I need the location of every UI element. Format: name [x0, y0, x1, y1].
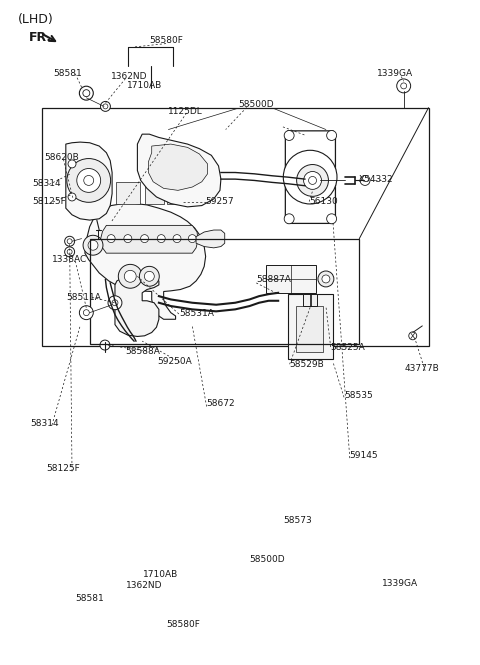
Circle shape: [68, 193, 76, 201]
Circle shape: [103, 104, 108, 109]
Text: 1339GA: 1339GA: [382, 579, 419, 589]
Text: 1362ND: 1362ND: [111, 72, 148, 81]
Circle shape: [112, 300, 118, 306]
Text: FR.: FR.: [29, 31, 52, 44]
Circle shape: [77, 168, 101, 192]
Polygon shape: [115, 276, 159, 336]
Circle shape: [141, 235, 148, 243]
Text: 58511A: 58511A: [66, 293, 101, 302]
Circle shape: [79, 86, 93, 100]
Text: 1710AB: 1710AB: [143, 570, 178, 579]
Circle shape: [100, 102, 110, 111]
Text: 43777B: 43777B: [405, 364, 439, 373]
Circle shape: [297, 164, 328, 196]
Polygon shape: [85, 203, 205, 319]
Text: 58581: 58581: [53, 69, 82, 78]
Text: 58580F: 58580F: [166, 620, 200, 629]
Circle shape: [360, 176, 370, 186]
Circle shape: [327, 130, 336, 140]
Circle shape: [100, 340, 110, 350]
Text: 58580F: 58580F: [149, 36, 183, 45]
Bar: [168, 185, 184, 203]
Text: 1710AB: 1710AB: [127, 81, 162, 90]
Text: 1339GA: 1339GA: [377, 69, 414, 78]
Circle shape: [67, 249, 72, 254]
Circle shape: [409, 332, 417, 340]
Text: 58588A: 58588A: [125, 346, 160, 356]
Text: 58573: 58573: [283, 516, 312, 525]
Polygon shape: [196, 230, 225, 248]
Circle shape: [83, 90, 90, 96]
Circle shape: [309, 176, 316, 184]
Circle shape: [318, 271, 334, 287]
Bar: [266, 265, 316, 293]
Circle shape: [84, 176, 94, 186]
Circle shape: [284, 130, 294, 140]
Circle shape: [107, 235, 115, 243]
Polygon shape: [66, 142, 112, 220]
Bar: [296, 306, 323, 352]
Text: 58314: 58314: [33, 179, 61, 188]
Text: 58500D: 58500D: [239, 100, 274, 109]
Circle shape: [284, 214, 294, 223]
Text: 1338AC: 1338AC: [52, 255, 88, 264]
Text: 58531A: 58531A: [179, 309, 214, 319]
Circle shape: [188, 235, 196, 243]
Circle shape: [157, 235, 165, 243]
Text: 58887A: 58887A: [256, 275, 291, 284]
Circle shape: [84, 310, 89, 316]
Bar: [116, 182, 140, 203]
Circle shape: [68, 160, 76, 168]
Text: 58500D: 58500D: [250, 555, 285, 565]
Circle shape: [397, 79, 411, 93]
Circle shape: [108, 296, 122, 310]
Circle shape: [83, 235, 103, 255]
Polygon shape: [137, 134, 221, 207]
Circle shape: [401, 83, 407, 89]
Text: 58581: 58581: [75, 595, 104, 603]
Circle shape: [65, 247, 74, 257]
Circle shape: [88, 240, 98, 250]
Circle shape: [124, 235, 132, 243]
Circle shape: [79, 306, 93, 320]
Circle shape: [67, 239, 72, 244]
Text: 58535: 58535: [344, 392, 373, 400]
Text: 59145: 59145: [350, 451, 378, 460]
Text: 58620B: 58620B: [44, 154, 79, 162]
Bar: [42, 108, 429, 346]
Text: 58125F: 58125F: [47, 464, 81, 473]
Circle shape: [139, 267, 159, 286]
Text: 59257: 59257: [205, 197, 234, 206]
Text: 58525A: 58525A: [331, 342, 365, 352]
Circle shape: [283, 150, 337, 204]
Text: (LHD): (LHD): [18, 13, 54, 26]
Bar: [288, 294, 333, 359]
Circle shape: [118, 265, 142, 288]
Circle shape: [144, 271, 154, 281]
Circle shape: [327, 214, 336, 223]
Polygon shape: [285, 131, 336, 223]
Text: 1362ND: 1362ND: [125, 581, 162, 590]
Text: 58529B: 58529B: [289, 360, 324, 368]
Circle shape: [173, 235, 181, 243]
Bar: [90, 239, 360, 344]
Circle shape: [322, 275, 330, 283]
Text: 58125F: 58125F: [33, 197, 66, 206]
Circle shape: [67, 158, 110, 202]
Circle shape: [303, 172, 322, 190]
Text: 1125DL: 1125DL: [168, 106, 202, 116]
Polygon shape: [101, 225, 198, 253]
Bar: [144, 184, 164, 203]
Text: 59250A: 59250A: [157, 357, 192, 366]
Polygon shape: [148, 144, 207, 190]
Bar: [303, 294, 317, 306]
Text: 58314: 58314: [30, 419, 59, 428]
Text: X54332: X54332: [359, 175, 393, 184]
Text: 56130: 56130: [309, 197, 338, 206]
Text: 58672: 58672: [206, 400, 235, 408]
Circle shape: [124, 271, 136, 282]
Circle shape: [65, 236, 74, 246]
